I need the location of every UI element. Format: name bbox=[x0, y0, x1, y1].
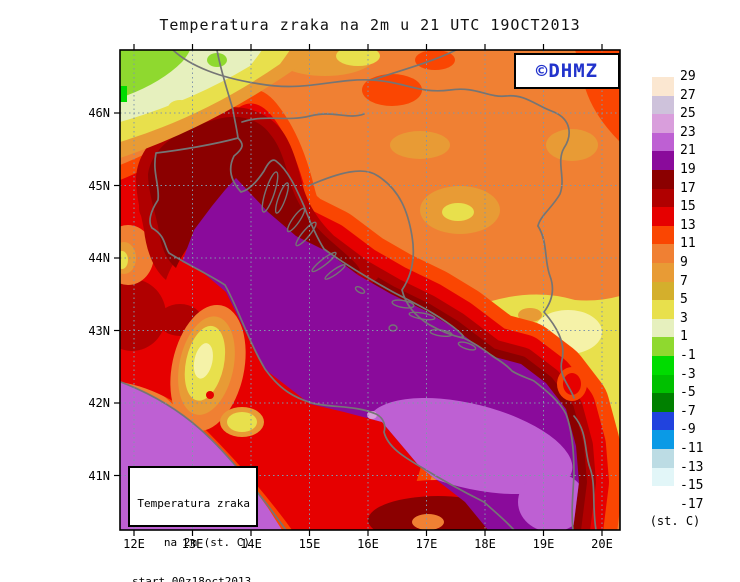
colorbar-label-11: 11 bbox=[680, 236, 696, 252]
colorbar-swatch-27-to-25 bbox=[652, 95, 674, 115]
lon-label-13E: 13E bbox=[181, 537, 204, 551]
colorbar-label-27: 27 bbox=[680, 87, 696, 103]
lat-label-43N: 43N bbox=[88, 323, 110, 338]
colorbar-label-23: 23 bbox=[680, 124, 696, 140]
colorbar-swatch-21-to-19 bbox=[652, 151, 674, 171]
dhmz-logo-text: ©DHMZ bbox=[535, 60, 599, 82]
colorbar-label-25: 25 bbox=[680, 106, 696, 122]
colorbar-swatch--15-to--17 bbox=[652, 486, 674, 506]
legend-line-variable: Temperatura zraka bbox=[137, 497, 250, 510]
axis-ticks bbox=[114, 44, 603, 536]
lat-label-46N: 46N bbox=[88, 106, 110, 120]
colorbar-label--7: -7 bbox=[680, 403, 696, 419]
lon-label-16E: 16E bbox=[357, 537, 379, 551]
colorbar-label--3: -3 bbox=[680, 366, 696, 382]
colorbar-label--13: -13 bbox=[680, 459, 704, 475]
temperature-map bbox=[114, 44, 621, 536]
colorbar-swatch--5-to--7 bbox=[652, 393, 674, 413]
colorbar-swatch-23-to-21 bbox=[652, 132, 674, 152]
colorbar-swatch-17-to-15 bbox=[652, 188, 674, 208]
colorbar-label-17: 17 bbox=[680, 180, 696, 196]
alpine-cool-bands bbox=[120, 50, 316, 158]
colorbar-label--17: -17 bbox=[680, 496, 704, 512]
colorbar-swatch-19-to-17 bbox=[652, 170, 674, 190]
grid-lines bbox=[120, 50, 620, 530]
lon-label-20E: 20E bbox=[591, 537, 613, 551]
legend-line-level: na 2m (st. C) bbox=[163, 536, 250, 549]
colorbar-swatch-29-to-27 bbox=[652, 77, 674, 97]
apennine-cool-core bbox=[170, 304, 246, 432]
colorbar-label-7: 7 bbox=[680, 273, 688, 289]
lat-label-45N: 45N bbox=[88, 178, 110, 193]
colorbar-swatch--11-to--13 bbox=[652, 449, 674, 469]
map-art bbox=[120, 50, 620, 530]
colorbar-swatch--3-to--5 bbox=[652, 374, 674, 394]
colorbar-swatch--7-to--9 bbox=[652, 411, 674, 431]
lon-label-17E: 17E bbox=[415, 537, 438, 551]
page-title: Temperatura zraka na 2m u 21 UTC 19OCT20… bbox=[159, 16, 581, 34]
legend-line-start: start 00z18oct2013 bbox=[132, 575, 252, 582]
colorbar-label-19: 19 bbox=[680, 162, 696, 177]
colorbar-label-9: 9 bbox=[680, 255, 688, 270]
colorbar-swatch-13-to-11 bbox=[652, 225, 674, 245]
map-frame bbox=[119, 49, 621, 531]
inland-warm-patches bbox=[275, 50, 598, 234]
colorbar-label--5: -5 bbox=[680, 385, 696, 401]
colorbar-label--1: -1 bbox=[680, 348, 696, 363]
colorbar-swatch--9-to--11 bbox=[652, 430, 674, 450]
colorbar-label-15: 15 bbox=[680, 199, 696, 215]
colorbar-label-3: 3 bbox=[680, 310, 688, 326]
colorbar-swatch--1-to--3 bbox=[652, 356, 674, 376]
colorbar-swatch-1-to--1 bbox=[652, 337, 674, 357]
colorbar-label--9: -9 bbox=[680, 422, 696, 438]
country-borders bbox=[172, 50, 597, 530]
colorbar-swatch-15-to-13 bbox=[652, 207, 674, 227]
colorbar-swatch-5-to-3 bbox=[652, 300, 674, 320]
colorbar-swatch--13-to--15 bbox=[652, 467, 674, 487]
lon-label-14E: 14E bbox=[240, 537, 262, 551]
dhmz-logo: ©DHMZ bbox=[514, 53, 620, 89]
colorbar-label-13: 13 bbox=[680, 217, 696, 233]
colorbar-label--11: -11 bbox=[680, 441, 704, 456]
run-info-box: Temperatura zraka na 2m (st. C) start 00… bbox=[128, 466, 258, 582]
colorbar-swatch-3-to-1 bbox=[652, 318, 674, 338]
montenegro-warm-spot bbox=[557, 367, 587, 401]
colorbar-unit-caption: (st. C) bbox=[649, 514, 701, 528]
lon-label-19E: 19E bbox=[532, 537, 555, 551]
colorbar-label-29: 29 bbox=[680, 69, 696, 84]
colorbar-label-5: 5 bbox=[680, 292, 688, 308]
colorbar-label-21: 21 bbox=[680, 143, 696, 159]
lat-label-41N: 41N bbox=[88, 468, 110, 483]
lon-label-12E: 12E bbox=[123, 537, 145, 551]
lat-label-42N: 42N bbox=[88, 396, 110, 410]
colorbar-label--15: -15 bbox=[680, 478, 704, 494]
colorbar-swatch-9-to-7 bbox=[652, 263, 674, 283]
colorbar-label-1: 1 bbox=[680, 329, 688, 345]
colorbar-swatch-11-to-9 bbox=[652, 244, 674, 264]
colorbar-swatch-7-to-5 bbox=[652, 281, 674, 301]
lon-label-18E: 18E bbox=[474, 537, 496, 551]
lat-label-44N: 44N bbox=[88, 251, 110, 265]
lon-label-15E: 15E bbox=[298, 537, 321, 551]
colorbar-swatch-25-to-23 bbox=[652, 114, 674, 134]
